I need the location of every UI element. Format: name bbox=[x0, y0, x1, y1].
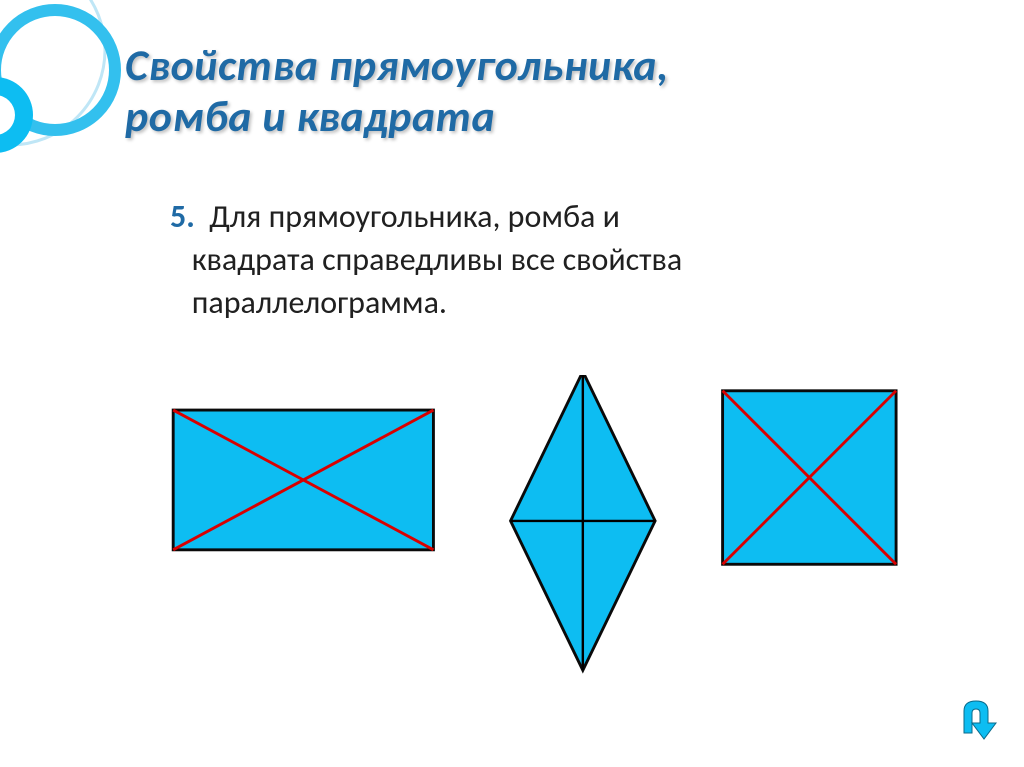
body-line-3: параллелограмма. bbox=[192, 283, 447, 322]
rhombus-shape bbox=[511, 375, 656, 670]
square-shape bbox=[723, 391, 896, 564]
title-line-2: ромба и квадрата bbox=[125, 89, 495, 143]
slide-title: Свойства прямоугольника, ромба и квадрат… bbox=[125, 40, 669, 141]
item-number: 5. bbox=[170, 197, 195, 236]
title-line-1: Свойства прямоугольника, bbox=[125, 38, 669, 92]
body-line-1: Для прямоугольника, ромба и bbox=[209, 197, 620, 236]
body-line-2: квадрата справедливы все свойства bbox=[192, 240, 682, 279]
rectangle-shape bbox=[173, 410, 433, 550]
body-text: 5. Для прямоугольника, ромба и квадрата … bbox=[170, 195, 870, 325]
nav-return-button[interactable] bbox=[950, 693, 1002, 745]
shapes-diagram bbox=[125, 375, 925, 715]
